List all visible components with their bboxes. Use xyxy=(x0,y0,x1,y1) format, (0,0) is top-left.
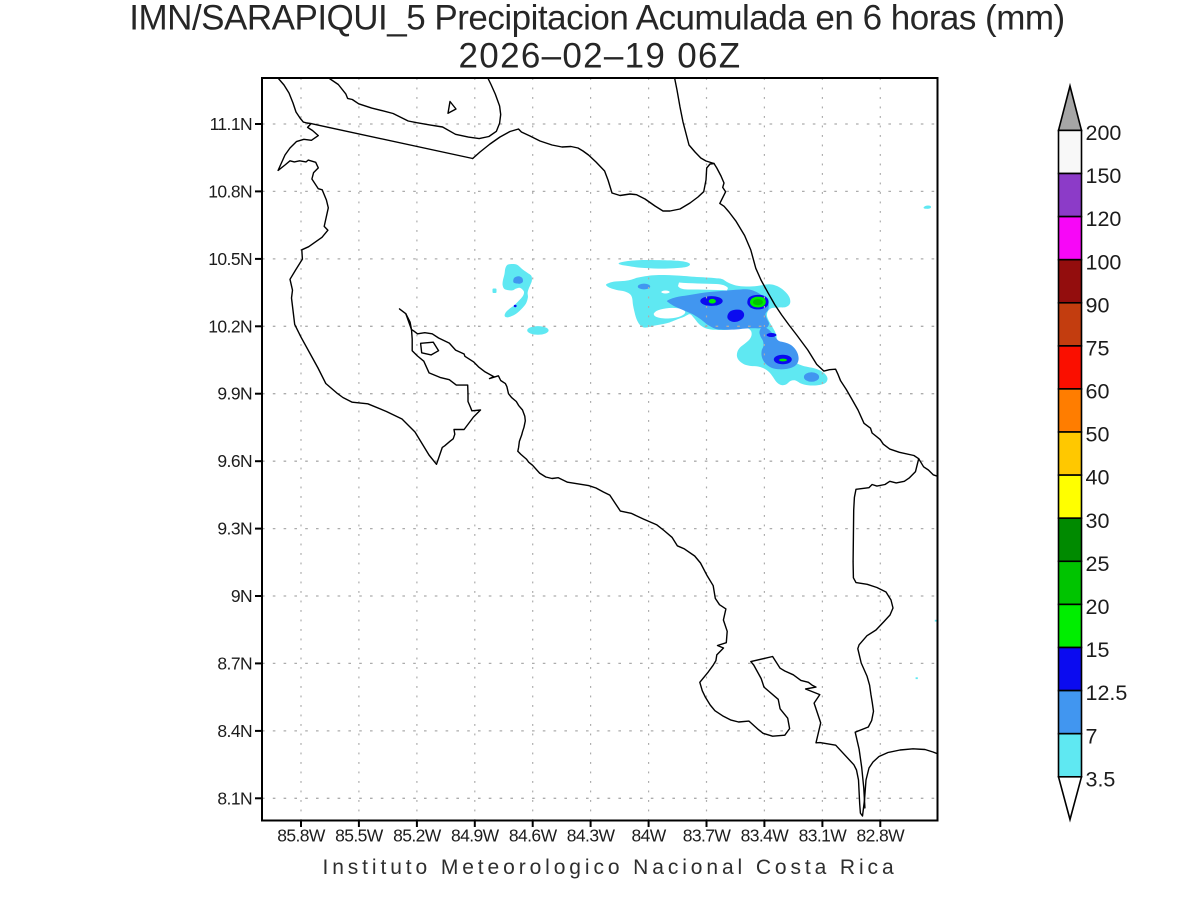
svg-text:60: 60 xyxy=(1086,380,1110,404)
svg-text:25: 25 xyxy=(1086,552,1110,576)
svg-text:9.3N: 9.3N xyxy=(217,519,252,539)
svg-text:9.6N: 9.6N xyxy=(217,451,252,471)
svg-text:75: 75 xyxy=(1086,337,1110,361)
svg-text:83.1W: 83.1W xyxy=(799,826,848,846)
svg-text:IMN/SARAPIQUI_5 Precipitacion: IMN/SARAPIQUI_5 Precipitacion Acumulada … xyxy=(129,0,1064,38)
svg-text:150: 150 xyxy=(1086,164,1122,188)
svg-text:100: 100 xyxy=(1086,250,1122,274)
svg-text:10.8N: 10.8N xyxy=(208,181,252,201)
svg-text:85.2W: 85.2W xyxy=(393,826,442,846)
svg-text:84.6W: 84.6W xyxy=(509,826,558,846)
svg-text:85.8W: 85.8W xyxy=(277,826,326,846)
svg-text:30: 30 xyxy=(1086,509,1110,533)
svg-text:11.1N: 11.1N xyxy=(210,114,252,134)
svg-text:2026–02–19 06Z: 2026–02–19 06Z xyxy=(459,37,742,76)
svg-text:7: 7 xyxy=(1086,724,1098,748)
svg-text:83.7W: 83.7W xyxy=(683,826,732,846)
svg-text:200: 200 xyxy=(1086,121,1122,145)
svg-text:9.9N: 9.9N xyxy=(217,384,252,404)
svg-text:84.3W: 84.3W xyxy=(567,826,616,846)
svg-text:8.7N: 8.7N xyxy=(217,653,252,673)
svg-text:90: 90 xyxy=(1086,293,1110,317)
svg-text:15: 15 xyxy=(1086,638,1110,662)
svg-text:83.4W: 83.4W xyxy=(741,826,790,846)
svg-text:20: 20 xyxy=(1086,595,1110,619)
svg-text:84.9W: 84.9W xyxy=(451,826,500,846)
svg-text:120: 120 xyxy=(1086,207,1122,231)
svg-text:3.5: 3.5 xyxy=(1086,767,1116,791)
svg-text:Instituto Meteorologico Nacion: Instituto Meteorologico Nacional Costa R… xyxy=(322,856,897,879)
svg-text:8.4N: 8.4N xyxy=(217,721,252,741)
svg-text:9N: 9N xyxy=(231,586,252,606)
svg-text:85.5W: 85.5W xyxy=(335,826,384,846)
svg-text:40: 40 xyxy=(1086,466,1110,490)
svg-text:50: 50 xyxy=(1086,423,1110,447)
svg-text:8.1N: 8.1N xyxy=(217,788,252,808)
svg-text:12.5: 12.5 xyxy=(1086,681,1128,705)
svg-text:84W: 84W xyxy=(632,826,667,846)
svg-text:82.8W: 82.8W xyxy=(857,826,906,846)
svg-text:10.5N: 10.5N xyxy=(208,249,252,269)
svg-text:10.2N: 10.2N xyxy=(208,316,252,336)
